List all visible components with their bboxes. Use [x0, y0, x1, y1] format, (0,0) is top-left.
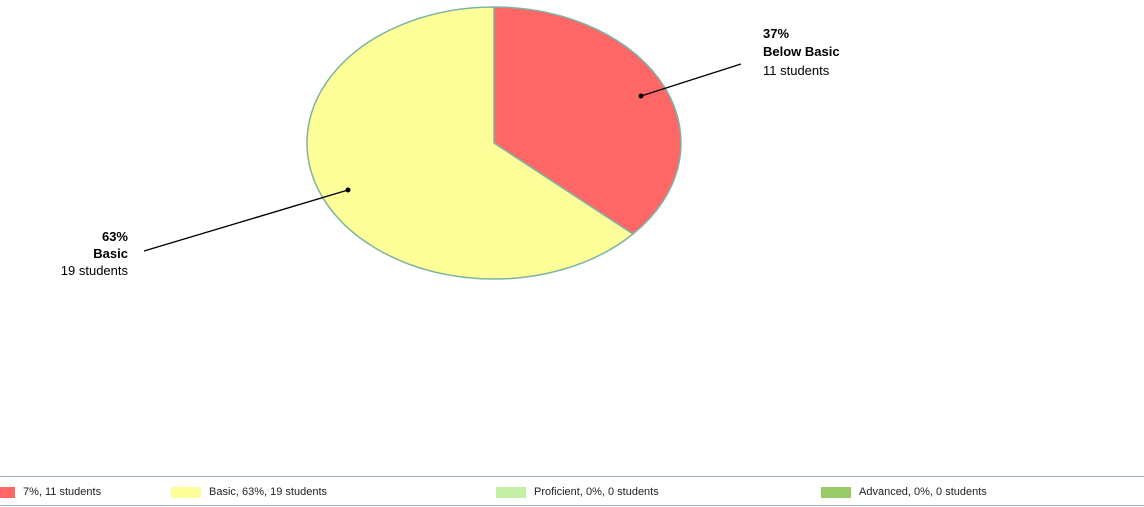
callout-dot-below-basic: [638, 93, 644, 99]
legend-swatch: [496, 486, 526, 498]
callout-basic: 63% Basic 19 students: [61, 187, 351, 278]
legend-label: Proficient, 0%, 0 students: [534, 486, 659, 498]
legend-item-advanced: Advanced, 0%, 0 students: [821, 477, 987, 507]
slice-students-label: 19 students: [61, 263, 129, 278]
legend-swatch: [0, 486, 15, 498]
pie-slices: [306, 6, 682, 280]
callout-line-basic: [143, 189, 349, 252]
slice-category-label: Basic: [93, 246, 128, 261]
callout-line-below-basic: [640, 63, 742, 97]
slice-percent-label: 37%: [763, 26, 789, 41]
legend-item-proficient: Proficient, 0%, 0 students: [496, 477, 659, 507]
legend-item-below-basic: 7%, 11 students: [0, 477, 101, 507]
chart-legend: 7%, 11 students Basic, 63%, 19 students …: [0, 476, 1144, 506]
legend-label: 7%, 11 students: [23, 486, 102, 498]
callout-dot-basic: [345, 187, 351, 193]
pie-slice-basic: [306, 6, 634, 280]
slice-category-label: Below Basic: [763, 44, 840, 59]
legend-swatch: [171, 486, 201, 498]
legend-item-basic: Basic, 63%, 19 students: [171, 477, 327, 507]
legend-label: Basic, 63%, 19 students: [209, 486, 328, 498]
legend-swatch: [821, 486, 851, 498]
slice-students-label: 11 students: [763, 63, 830, 78]
callout-below-basic: 37% Below Basic 11 students: [638, 26, 840, 99]
slice-percent-label: 63%: [102, 229, 128, 244]
legend-label: Advanced, 0%, 0 students: [859, 486, 987, 498]
